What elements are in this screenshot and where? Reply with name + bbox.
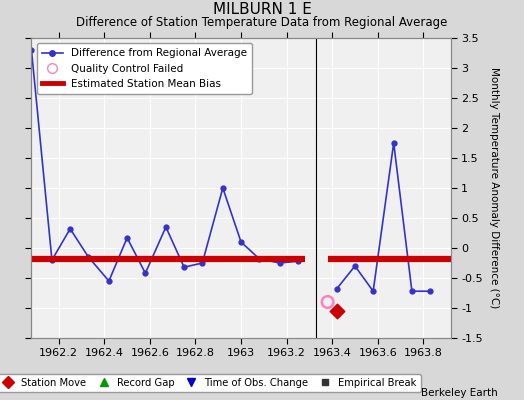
Y-axis label: Monthly Temperature Anomaly Difference (°C): Monthly Temperature Anomaly Difference (…: [489, 67, 499, 309]
Text: Berkeley Earth: Berkeley Earth: [421, 388, 498, 398]
Text: MILBURN 1 E: MILBURN 1 E: [213, 2, 311, 17]
Point: [323, 299, 332, 305]
Point: [333, 308, 341, 314]
Text: Difference of Station Temperature Data from Regional Average: Difference of Station Temperature Data f…: [77, 16, 447, 29]
Legend: Station Move, Record Gap, Time of Obs. Change, Empirical Break: Station Move, Record Gap, Time of Obs. C…: [0, 374, 421, 392]
